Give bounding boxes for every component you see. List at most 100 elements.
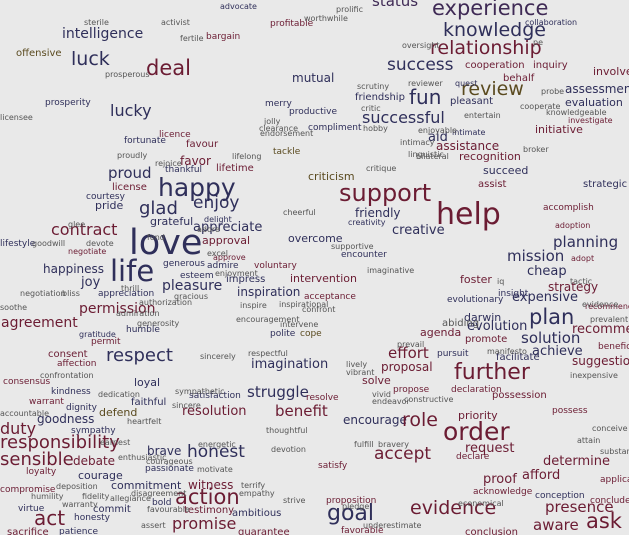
word: conclude xyxy=(590,496,629,506)
word: role xyxy=(402,409,438,431)
word: assessment xyxy=(565,82,629,96)
word: favourable xyxy=(147,505,190,514)
word: patience xyxy=(59,527,98,535)
word: strive xyxy=(283,496,306,505)
word: cheerful xyxy=(283,208,316,217)
word: action xyxy=(175,485,240,509)
word: relationship xyxy=(430,37,542,59)
word: glee xyxy=(68,220,86,229)
word: darwin xyxy=(464,311,502,324)
word: conclusion xyxy=(465,527,519,535)
word: struggle xyxy=(247,383,309,401)
word: insight xyxy=(498,289,529,299)
word: fun xyxy=(409,85,442,109)
word: propose xyxy=(393,385,430,395)
word: collaboration xyxy=(525,18,578,27)
word: declaration xyxy=(451,385,502,395)
word: applicable xyxy=(600,475,629,485)
word: act xyxy=(34,506,66,530)
word: manifesto xyxy=(487,347,527,356)
word: inquiry xyxy=(533,60,568,71)
word: aware xyxy=(533,516,579,534)
word: linguistic xyxy=(408,150,444,159)
word: soothe xyxy=(0,303,28,312)
word: activist xyxy=(161,18,190,27)
word: gracious xyxy=(174,292,209,301)
word: gratitude xyxy=(79,330,116,339)
word: plan xyxy=(529,305,575,329)
word: goodness xyxy=(37,412,95,426)
word: agenda xyxy=(420,326,462,339)
word: proof xyxy=(483,472,517,487)
word: enthusiastic xyxy=(118,453,167,462)
word: creativity xyxy=(348,218,386,227)
word: appreciation xyxy=(98,289,155,299)
word: review xyxy=(461,78,524,100)
word: suggestion xyxy=(572,354,629,368)
word: accountable xyxy=(0,409,49,418)
word: approve xyxy=(213,253,246,262)
word: solution xyxy=(521,329,581,347)
word: satisfaction xyxy=(189,391,241,401)
word: faithful xyxy=(131,397,167,408)
word: favor xyxy=(180,154,211,168)
word: life xyxy=(110,254,155,288)
word: consent xyxy=(48,349,88,360)
word: economical xyxy=(458,499,504,508)
word: determine xyxy=(543,454,610,469)
word: goodwill xyxy=(32,239,66,248)
word: polite xyxy=(270,329,296,339)
word: vivid xyxy=(372,390,391,399)
word: sympathetic xyxy=(175,387,225,396)
word: voluntary xyxy=(254,261,297,271)
word: generous xyxy=(163,259,205,269)
word: admiration xyxy=(116,309,160,318)
word: pursuit xyxy=(437,349,469,359)
word: devote xyxy=(86,239,114,248)
word: iq xyxy=(497,277,505,286)
word: evidence xyxy=(410,497,497,519)
word: luck xyxy=(71,48,110,70)
word: debate xyxy=(73,454,116,468)
word: happiness xyxy=(43,262,105,276)
word: agreement xyxy=(1,315,78,331)
word: assist xyxy=(478,179,507,190)
word: kindness xyxy=(51,387,91,397)
word: conception xyxy=(535,491,585,501)
word: lifelong xyxy=(232,152,262,161)
word: contract xyxy=(51,220,118,239)
word: imagination xyxy=(251,357,329,372)
word: imaginative xyxy=(367,266,415,275)
word: possession xyxy=(492,390,547,401)
word: proud xyxy=(108,164,152,182)
word: request xyxy=(465,441,515,456)
word: allegiance xyxy=(110,494,151,503)
word: happy xyxy=(158,173,236,202)
word: constructive xyxy=(404,395,454,404)
word: experience xyxy=(432,0,549,20)
word: warranty xyxy=(62,500,98,509)
word: critique xyxy=(366,164,397,173)
word: broker xyxy=(523,145,549,154)
word: pleasure xyxy=(162,278,223,294)
word: ambitious xyxy=(232,508,282,519)
word: courtesy xyxy=(86,192,125,202)
word: duty xyxy=(0,419,37,438)
word: conceive xyxy=(592,424,628,433)
word: prosperous xyxy=(105,70,150,79)
word: witness xyxy=(188,478,234,492)
word: strategy xyxy=(548,280,599,294)
word: probe xyxy=(541,87,565,96)
word: endeavor xyxy=(372,397,410,406)
word: negotiate xyxy=(68,247,107,256)
word: sincerely xyxy=(200,352,236,361)
word: bold xyxy=(152,498,172,508)
word: cheap xyxy=(527,264,567,279)
word: sympathy xyxy=(71,426,116,436)
word: joy xyxy=(81,275,101,290)
word: lifestyle xyxy=(0,239,36,249)
word: confront xyxy=(302,305,336,314)
word: critic xyxy=(361,104,381,113)
word: acknowledge xyxy=(473,487,533,497)
word: sincere xyxy=(172,401,201,410)
